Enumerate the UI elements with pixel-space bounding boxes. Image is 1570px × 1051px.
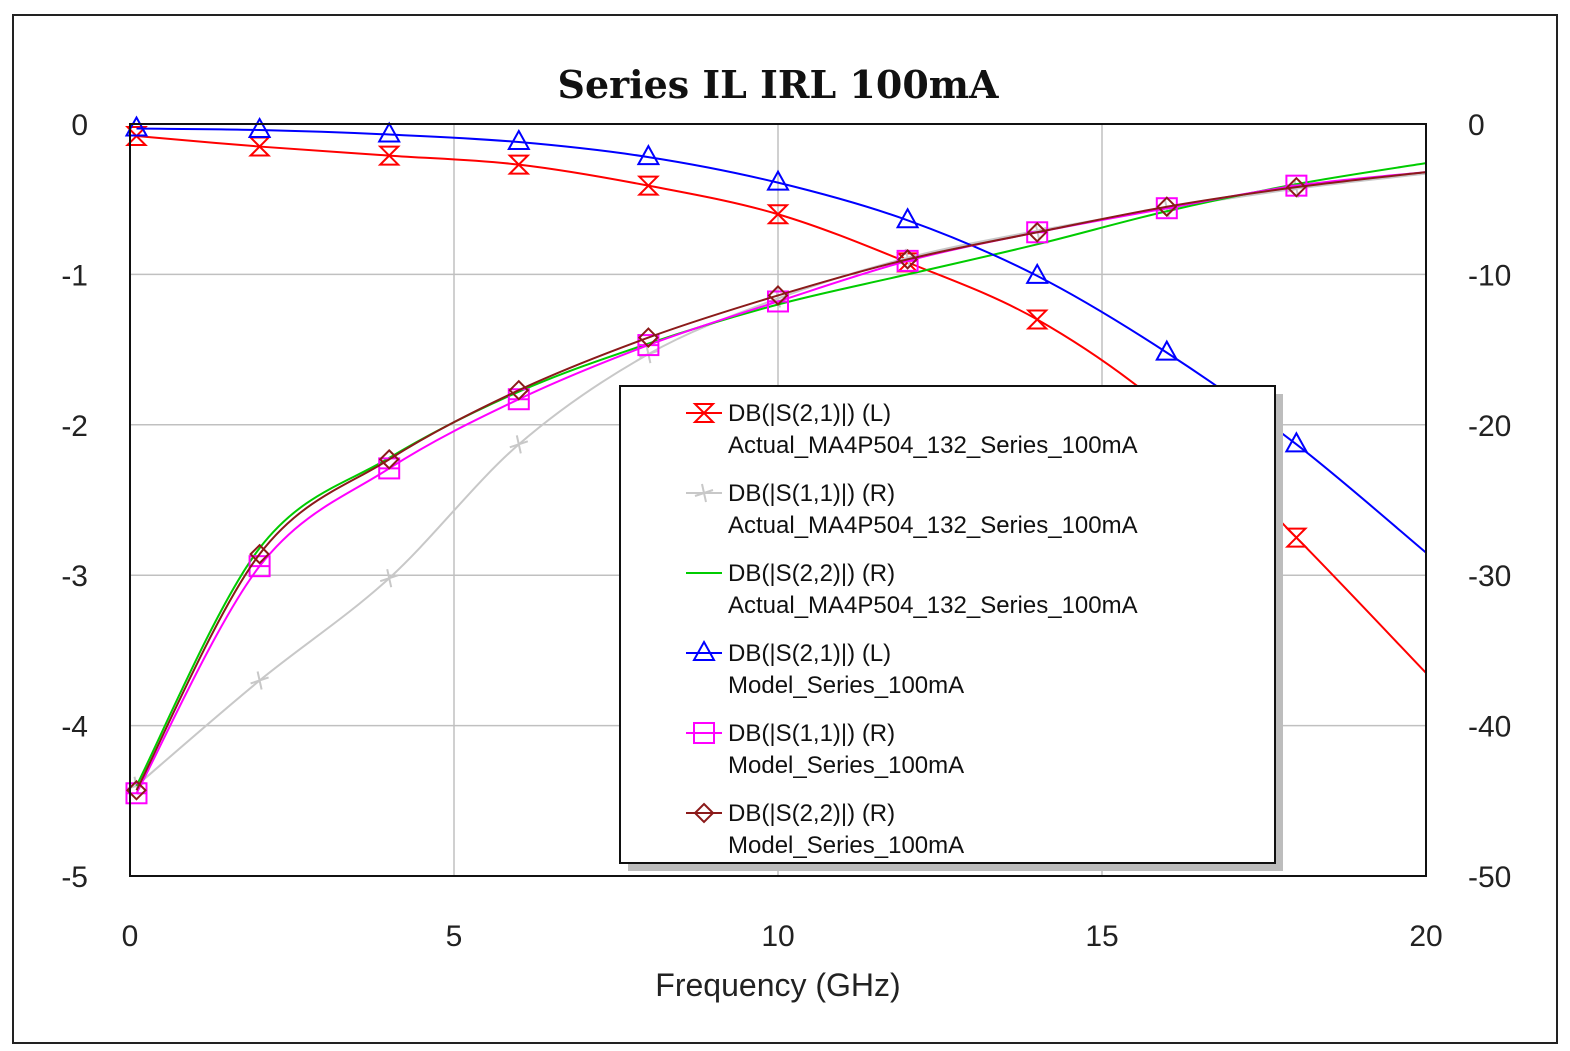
x-tick-label: 10 [761,920,794,953]
legend-source: Actual_MA4P504_132_Series_100mA [728,592,1138,619]
marker-hourglass [692,403,716,423]
series-line [135,162,1427,787]
marker-triangle [895,207,920,229]
series-3 [135,162,1427,787]
series-line [135,171,1427,791]
tick-labels: 0 5 10 15 200-1-2-3-4-50-10-20-30-40-50 [61,109,1511,953]
marker-triangle [247,116,272,139]
y-left-tick-label: -2 [61,410,88,443]
series-line [135,171,1427,794]
x-tick-label: 15 [1085,920,1118,953]
series-layer [124,115,1427,805]
legend-source: Actual_MA4P504_132_Series_100mA [728,512,1138,539]
marker-triangle [766,169,790,191]
legend-swatch [686,483,722,503]
marker-diamond [637,327,659,348]
marker-hourglass [507,154,531,175]
y-right-tick-label: -10 [1468,259,1511,292]
legend-label: DB(|S(2,2)|) (R) [728,800,895,827]
legend-label: DB(|S(2,1)|) (L) [728,400,891,427]
legend: DB(|S(2,1)|) (L) Actual_MA4P504_132_Serie… [619,385,1283,871]
chart-title: Series IL IRL 100mA [558,62,999,107]
y-right-tick-label: -40 [1468,711,1511,744]
y-right-tick-label: -30 [1468,560,1511,593]
legend-source: Model_Series_100mA [728,752,964,779]
legend-label: DB(|S(1,1)|) (R) [728,720,895,747]
marker-hourglass [636,175,660,196]
marker-triangle [692,639,716,661]
y-left-tick-label: -5 [61,861,88,894]
x-axis-label: Frequency (GHz) [655,967,900,1003]
legend-source: Model_Series_100mA [728,832,964,859]
marker-plus [694,483,714,503]
marker-hourglass [1284,527,1308,548]
marker-diamond [378,448,400,470]
legend-label: DB(|S(1,1)|) (R) [728,480,895,507]
marker-triangle [507,128,531,151]
marker-plus [509,435,529,454]
marker-diamond [1156,196,1178,218]
marker-diamond [1026,221,1048,243]
y-right-tick-label: -50 [1468,861,1511,894]
marker-triangle [1284,431,1309,453]
y-left-tick-label: -4 [61,711,88,744]
marker-diamond [508,379,530,401]
x-tick-label: 5 [446,920,463,953]
y-right-tick-label: 0 [1468,109,1485,142]
marker-diamond [767,285,789,306]
legend-swatch [686,403,722,423]
legend-source: Actual_MA4P504_132_Series_100mA [728,432,1138,459]
marker-triangle [377,121,401,143]
marker-hourglass [766,204,790,225]
legend-swatch [686,802,722,824]
legend-box [619,385,1276,864]
legend-source: Model_Series_100mA [728,672,964,699]
marker-triangle [1155,339,1179,361]
y-left-tick-label: -1 [61,259,88,292]
marker-hourglass [125,126,148,147]
marker-triangle [124,115,149,137]
legend-swatch [686,722,722,744]
marker-triangle [1025,262,1049,284]
marker-hourglass [1025,309,1049,330]
marker-plus [250,671,269,690]
y-right-tick-label: -20 [1468,410,1511,443]
legend-label: DB(|S(2,1)|) (L) [728,640,891,667]
marker-diamond [249,543,271,565]
y-left-tick-label: -3 [61,560,88,593]
x-tick-label: 0 [122,920,139,953]
legend-swatch [686,639,722,661]
marker-triangle [636,144,661,166]
series-6 [126,171,1427,801]
plot-area-border [129,123,1427,877]
marker-diamond [693,802,715,824]
marker-plus [379,568,399,588]
marker-diamond [897,248,919,270]
legend-label: DB(|S(2,2)|) (R) [728,560,895,587]
marker-hourglass [377,145,401,166]
marker-diamond [1285,176,1307,198]
y-left-tick-label: 0 [71,109,88,142]
x-tick-label: 20 [1409,920,1442,953]
